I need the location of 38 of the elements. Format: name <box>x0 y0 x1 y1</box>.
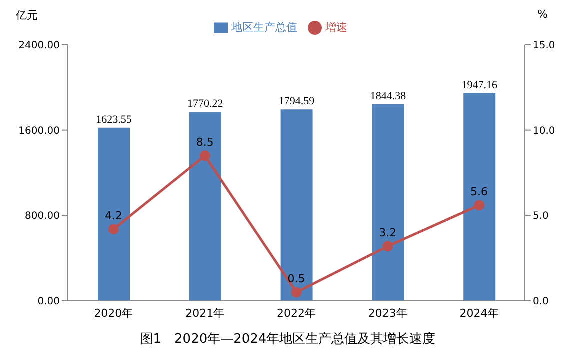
y-tick-label: 0.00 <box>38 296 60 308</box>
legend-label: 地区生产总值 <box>232 21 298 34</box>
point <box>382 241 394 252</box>
bar <box>372 104 404 301</box>
point <box>474 200 485 211</box>
data-label: 1947.16 <box>462 79 498 92</box>
y2-tick-label: 0.0 <box>533 296 549 308</box>
data-label: 1844.38 <box>370 90 407 102</box>
x-tick-label: 2021年 <box>186 306 225 320</box>
bar <box>464 93 496 301</box>
data-label: 5.6 <box>470 185 488 198</box>
y-tick-label: 800.00 <box>25 211 60 222</box>
point <box>200 150 210 162</box>
y2-axis-title: % <box>538 8 548 21</box>
data-label: 3.2 <box>379 226 397 240</box>
bar <box>280 110 313 301</box>
y-axis-title: 亿元 <box>16 8 38 23</box>
data-label: 1623.55 <box>96 114 132 126</box>
data-label: 4.2 <box>104 209 122 222</box>
y2-tick-label: 10.0 <box>533 126 556 137</box>
y-tick-label: 1600.00 <box>18 126 60 137</box>
x-tick-label: 2024年 <box>460 306 499 320</box>
legend-label: 增速 <box>326 21 348 34</box>
y2-tick-label: 5.0 <box>533 211 549 222</box>
bar <box>189 112 222 301</box>
x-tick-label: 2023年 <box>368 306 408 320</box>
text: 图1 2020年—2024年地区生产总值及其增长速度 <box>139 331 437 348</box>
data-label: 1794.59 <box>278 96 316 108</box>
point <box>291 287 302 298</box>
x-tick-label: 2022年 <box>277 306 316 320</box>
y2-tick-label: 15.0 <box>533 40 556 52</box>
y-tick-label: 2400.00 <box>18 40 60 52</box>
x-tick-label: 2020年 <box>94 306 134 320</box>
data-label: 8.5 <box>196 136 214 149</box>
data-label: 1770.22 <box>188 98 224 110</box>
point <box>108 224 119 235</box>
data-label: 0.5 <box>288 272 306 286</box>
bar <box>98 128 130 301</box>
